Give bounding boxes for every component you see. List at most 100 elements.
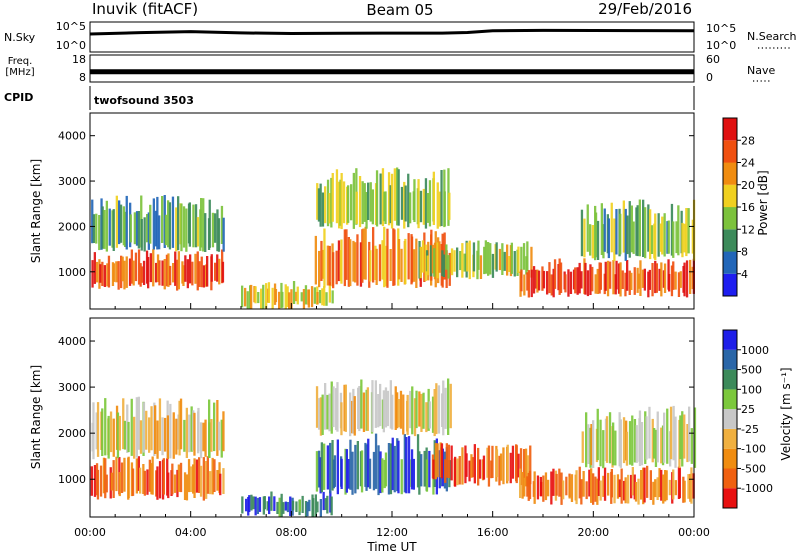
heatmap-cell [607, 472, 610, 496]
heatmap-cell [600, 203, 603, 255]
x-tick-label: 04:00 [175, 526, 207, 539]
heatmap-cell [214, 262, 217, 281]
heatmap-cell [205, 461, 208, 499]
heatmap-cell [590, 424, 593, 466]
colorbar-tick-label: 4 [741, 268, 748, 281]
heatmap-cell [584, 262, 587, 295]
heatmap-cell [112, 263, 116, 282]
heatmap-cell [180, 203, 183, 252]
heatmap-cell [693, 407, 697, 468]
heatmap-cell [445, 244, 448, 270]
station-title: Inuvik (fitACF) [92, 0, 198, 18]
heatmap-cell [378, 244, 382, 282]
heatmap-cell [213, 402, 216, 452]
heatmap-cell [364, 226, 367, 280]
heatmap-cell [124, 211, 127, 247]
heatmap-cell [396, 438, 399, 492]
y-tick-label: 2000 [58, 427, 86, 440]
heatmap-cell [461, 243, 464, 278]
heatmap-cell [633, 267, 636, 295]
heatmap-cell [423, 232, 426, 282]
heatmap-cell [537, 270, 541, 291]
heatmap-cell [436, 182, 439, 229]
noise-panel: N.Sky 10^5 10^0 10^5 10^0 N.Search [4, 20, 797, 53]
cpid-label: CPID [4, 91, 33, 104]
frequency-panel: Freq. [MHz] 18 8 60 0 Nave [5, 53, 775, 84]
heatmap-cell [672, 469, 675, 500]
heatmap-cell [156, 420, 159, 459]
heatmap-cell [367, 438, 370, 488]
heatmap-cell [340, 239, 343, 284]
heatmap-cell [484, 240, 487, 274]
heatmap-cell [667, 220, 670, 254]
heatmap-cell [506, 444, 509, 481]
heatmap-cell [335, 388, 338, 431]
heatmap-cell [609, 261, 612, 289]
heatmap-cell [639, 260, 642, 296]
heatmap-cell [194, 253, 197, 284]
heatmap-cell [526, 455, 530, 487]
y-tick-label: 4000 [58, 130, 86, 143]
heatmap-cell [360, 450, 364, 493]
heatmap-cell [498, 248, 502, 271]
heatmap-cell [466, 242, 469, 272]
heatmap-cell [585, 412, 588, 468]
heatmap-cell [176, 469, 179, 498]
heatmap-cell [112, 460, 115, 498]
heatmap-cell [418, 451, 421, 495]
heatmap-cell [375, 170, 379, 227]
heatmap-cell [196, 217, 200, 247]
heatmap-cell [331, 440, 334, 491]
heatmap-cell [379, 173, 382, 225]
heatmap-cell [471, 457, 474, 478]
heatmap-cell [546, 271, 549, 295]
heatmap-cell [477, 447, 480, 486]
heatmap-cell [432, 459, 435, 480]
heatmap-cell [550, 274, 553, 296]
heatmap-cell [690, 428, 693, 464]
heatmap-cell [575, 470, 578, 505]
heatmap-cell [404, 185, 407, 222]
heatmap-cell [663, 412, 666, 463]
heatmap-cell [345, 449, 348, 493]
heatmap-cell [374, 433, 378, 489]
heatmap-cell [613, 218, 616, 261]
heatmap-cell [434, 231, 437, 288]
heatmap-cell [256, 497, 259, 514]
heatmap-cell [366, 387, 369, 431]
heatmap-cell [333, 455, 337, 487]
heatmap-cell [352, 388, 355, 434]
heatmap-cell [468, 460, 471, 482]
heatmap-cell [495, 242, 498, 272]
heatmap-cell [530, 269, 533, 298]
heatmap-cell [648, 406, 651, 459]
heatmap-cell [624, 272, 627, 297]
heatmap-cell [359, 242, 363, 287]
heatmap-cell [628, 421, 632, 465]
heatmap-cell [610, 202, 613, 253]
heatmap-cell [588, 469, 591, 497]
heatmap-cell [547, 479, 550, 497]
heatmap-cell [109, 411, 113, 453]
heatmap-cell [199, 422, 203, 459]
heatmap-cell [351, 451, 354, 495]
heatmap-cell [135, 458, 138, 494]
heatmap-cell [90, 466, 93, 496]
heatmap-cell [668, 479, 671, 496]
heatmap-cell [252, 496, 255, 510]
heatmap-cell [154, 210, 157, 247]
heatmap-cell [323, 443, 326, 490]
heatmap-cell [146, 214, 149, 243]
heatmap-cell [418, 391, 421, 427]
heatmap-cell [146, 469, 149, 495]
heatmap-cell [326, 394, 329, 430]
heatmap-cell [559, 262, 563, 293]
heatmap-cell [167, 253, 170, 287]
heatmap-cell [120, 255, 123, 289]
heatmap-cell [176, 259, 179, 291]
heatmap-cell [156, 196, 159, 250]
heatmap-cell [651, 263, 654, 297]
power-colorbar-label: Power [dB] [756, 170, 770, 235]
colorbar-tick-label: 24 [741, 157, 755, 170]
heatmap-cell [216, 470, 219, 491]
